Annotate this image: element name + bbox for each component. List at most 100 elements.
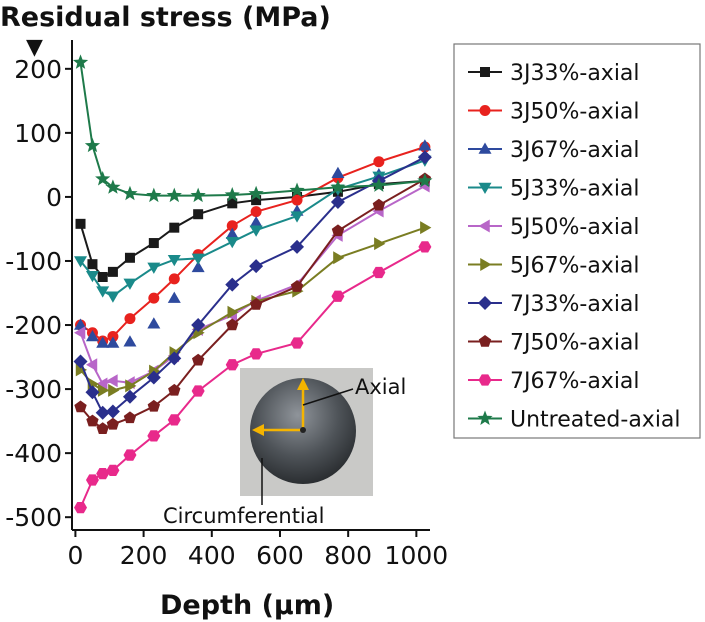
legend-label: 5J67%-axial	[510, 254, 640, 279]
data-point	[417, 150, 432, 165]
center-dot	[300, 427, 306, 433]
legend-label: 7J33%-axial	[510, 292, 640, 317]
data-point	[85, 358, 98, 372]
data-point	[106, 336, 120, 348]
data-point	[371, 177, 387, 192]
inset-photo: Axial Circumferential	[163, 368, 406, 528]
legend-item: 7J33%-axial	[468, 292, 640, 317]
series-layer	[72, 54, 433, 514]
data-point	[96, 336, 110, 348]
y-tick-label: -100	[5, 247, 62, 276]
data-point	[146, 370, 161, 385]
data-point	[75, 363, 88, 377]
y-tick-label: -300	[5, 375, 62, 404]
data-point	[96, 468, 110, 480]
legend-marker	[480, 258, 492, 271]
y-tick-label: -400	[5, 439, 62, 468]
data-point	[96, 422, 109, 435]
series-7	[74, 172, 432, 435]
data-point	[166, 187, 182, 203]
data-point	[251, 195, 262, 206]
data-point	[122, 185, 138, 201]
legend-marker	[480, 67, 490, 77]
data-point	[84, 137, 101, 153]
legend-label: 5J33%-axial	[510, 177, 640, 202]
legend-item: Untreated-axial	[468, 408, 681, 433]
data-point	[290, 280, 304, 292]
x-axis-title: Depth (µm)	[160, 590, 334, 621]
data-point	[333, 251, 345, 265]
data-point	[224, 187, 240, 202]
y-axis-title: Residual stress (MPa)	[0, 2, 331, 33]
legend-item: 3J67%-axial	[468, 138, 640, 163]
data-point	[106, 374, 118, 388]
data-point	[148, 238, 159, 249]
data-point	[72, 54, 89, 69]
legend-marker	[479, 105, 491, 116]
data-point	[123, 411, 137, 424]
data-point	[74, 326, 86, 340]
data-point	[290, 239, 305, 254]
data-point	[106, 417, 120, 430]
data-point	[95, 405, 110, 420]
legend-item: 5J67%-axial	[468, 254, 640, 279]
legend-marker	[478, 219, 490, 233]
data-point	[330, 179, 346, 194]
data-point	[250, 206, 262, 218]
data-point	[191, 260, 205, 273]
data-point	[373, 156, 385, 168]
data-point	[168, 383, 181, 396]
data-point	[420, 221, 432, 235]
legend-item: 3J33%-axial	[468, 61, 640, 86]
data-point	[147, 317, 161, 329]
data-point	[331, 166, 345, 178]
data-point	[73, 354, 88, 369]
data-point	[85, 270, 99, 283]
legend-marker	[477, 410, 493, 425]
data-point	[248, 185, 264, 201]
data-point	[167, 351, 182, 366]
data-point	[122, 389, 137, 404]
data-point	[418, 139, 432, 151]
data-point	[249, 298, 263, 310]
data-point	[106, 464, 120, 477]
y-tick-label: -500	[5, 503, 62, 532]
data-point	[75, 218, 86, 229]
data-point	[146, 187, 162, 203]
legend-marker	[478, 335, 492, 347]
data-point	[226, 220, 238, 232]
legend-item: 3J50%-axial	[468, 100, 640, 125]
data-point	[372, 198, 386, 211]
series-line	[79, 62, 425, 197]
legend: 3J33%-axial 3J50%-axial 3J67%-axial 5J33%-a…	[468, 61, 681, 433]
data-point	[85, 385, 100, 400]
series-6	[73, 150, 432, 420]
legend-marker	[478, 374, 492, 386]
data-point	[74, 400, 87, 413]
data-point	[97, 383, 110, 397]
data-point	[123, 278, 137, 290]
data-point	[74, 501, 88, 514]
data-point	[418, 241, 432, 253]
data-point	[417, 172, 433, 188]
axial-leader-line	[302, 388, 354, 406]
legend-item: 5J33%-axial	[468, 177, 640, 202]
data-point	[249, 225, 263, 237]
series-9	[72, 54, 433, 203]
data-point	[290, 211, 304, 223]
data-point	[249, 216, 263, 228]
data-point	[227, 198, 238, 209]
data-point	[169, 222, 180, 233]
data-point	[124, 252, 135, 263]
legend-item: 5J50%-axial	[468, 215, 640, 240]
x-tick-label: 200	[120, 541, 168, 570]
legend-marker	[478, 142, 492, 154]
circumferential-arrowhead-icon	[252, 424, 264, 436]
data-point	[168, 273, 180, 285]
data-point	[123, 335, 137, 347]
data-point	[225, 277, 240, 292]
data-point	[331, 224, 345, 237]
data-point	[289, 182, 305, 197]
data-point	[95, 170, 111, 186]
